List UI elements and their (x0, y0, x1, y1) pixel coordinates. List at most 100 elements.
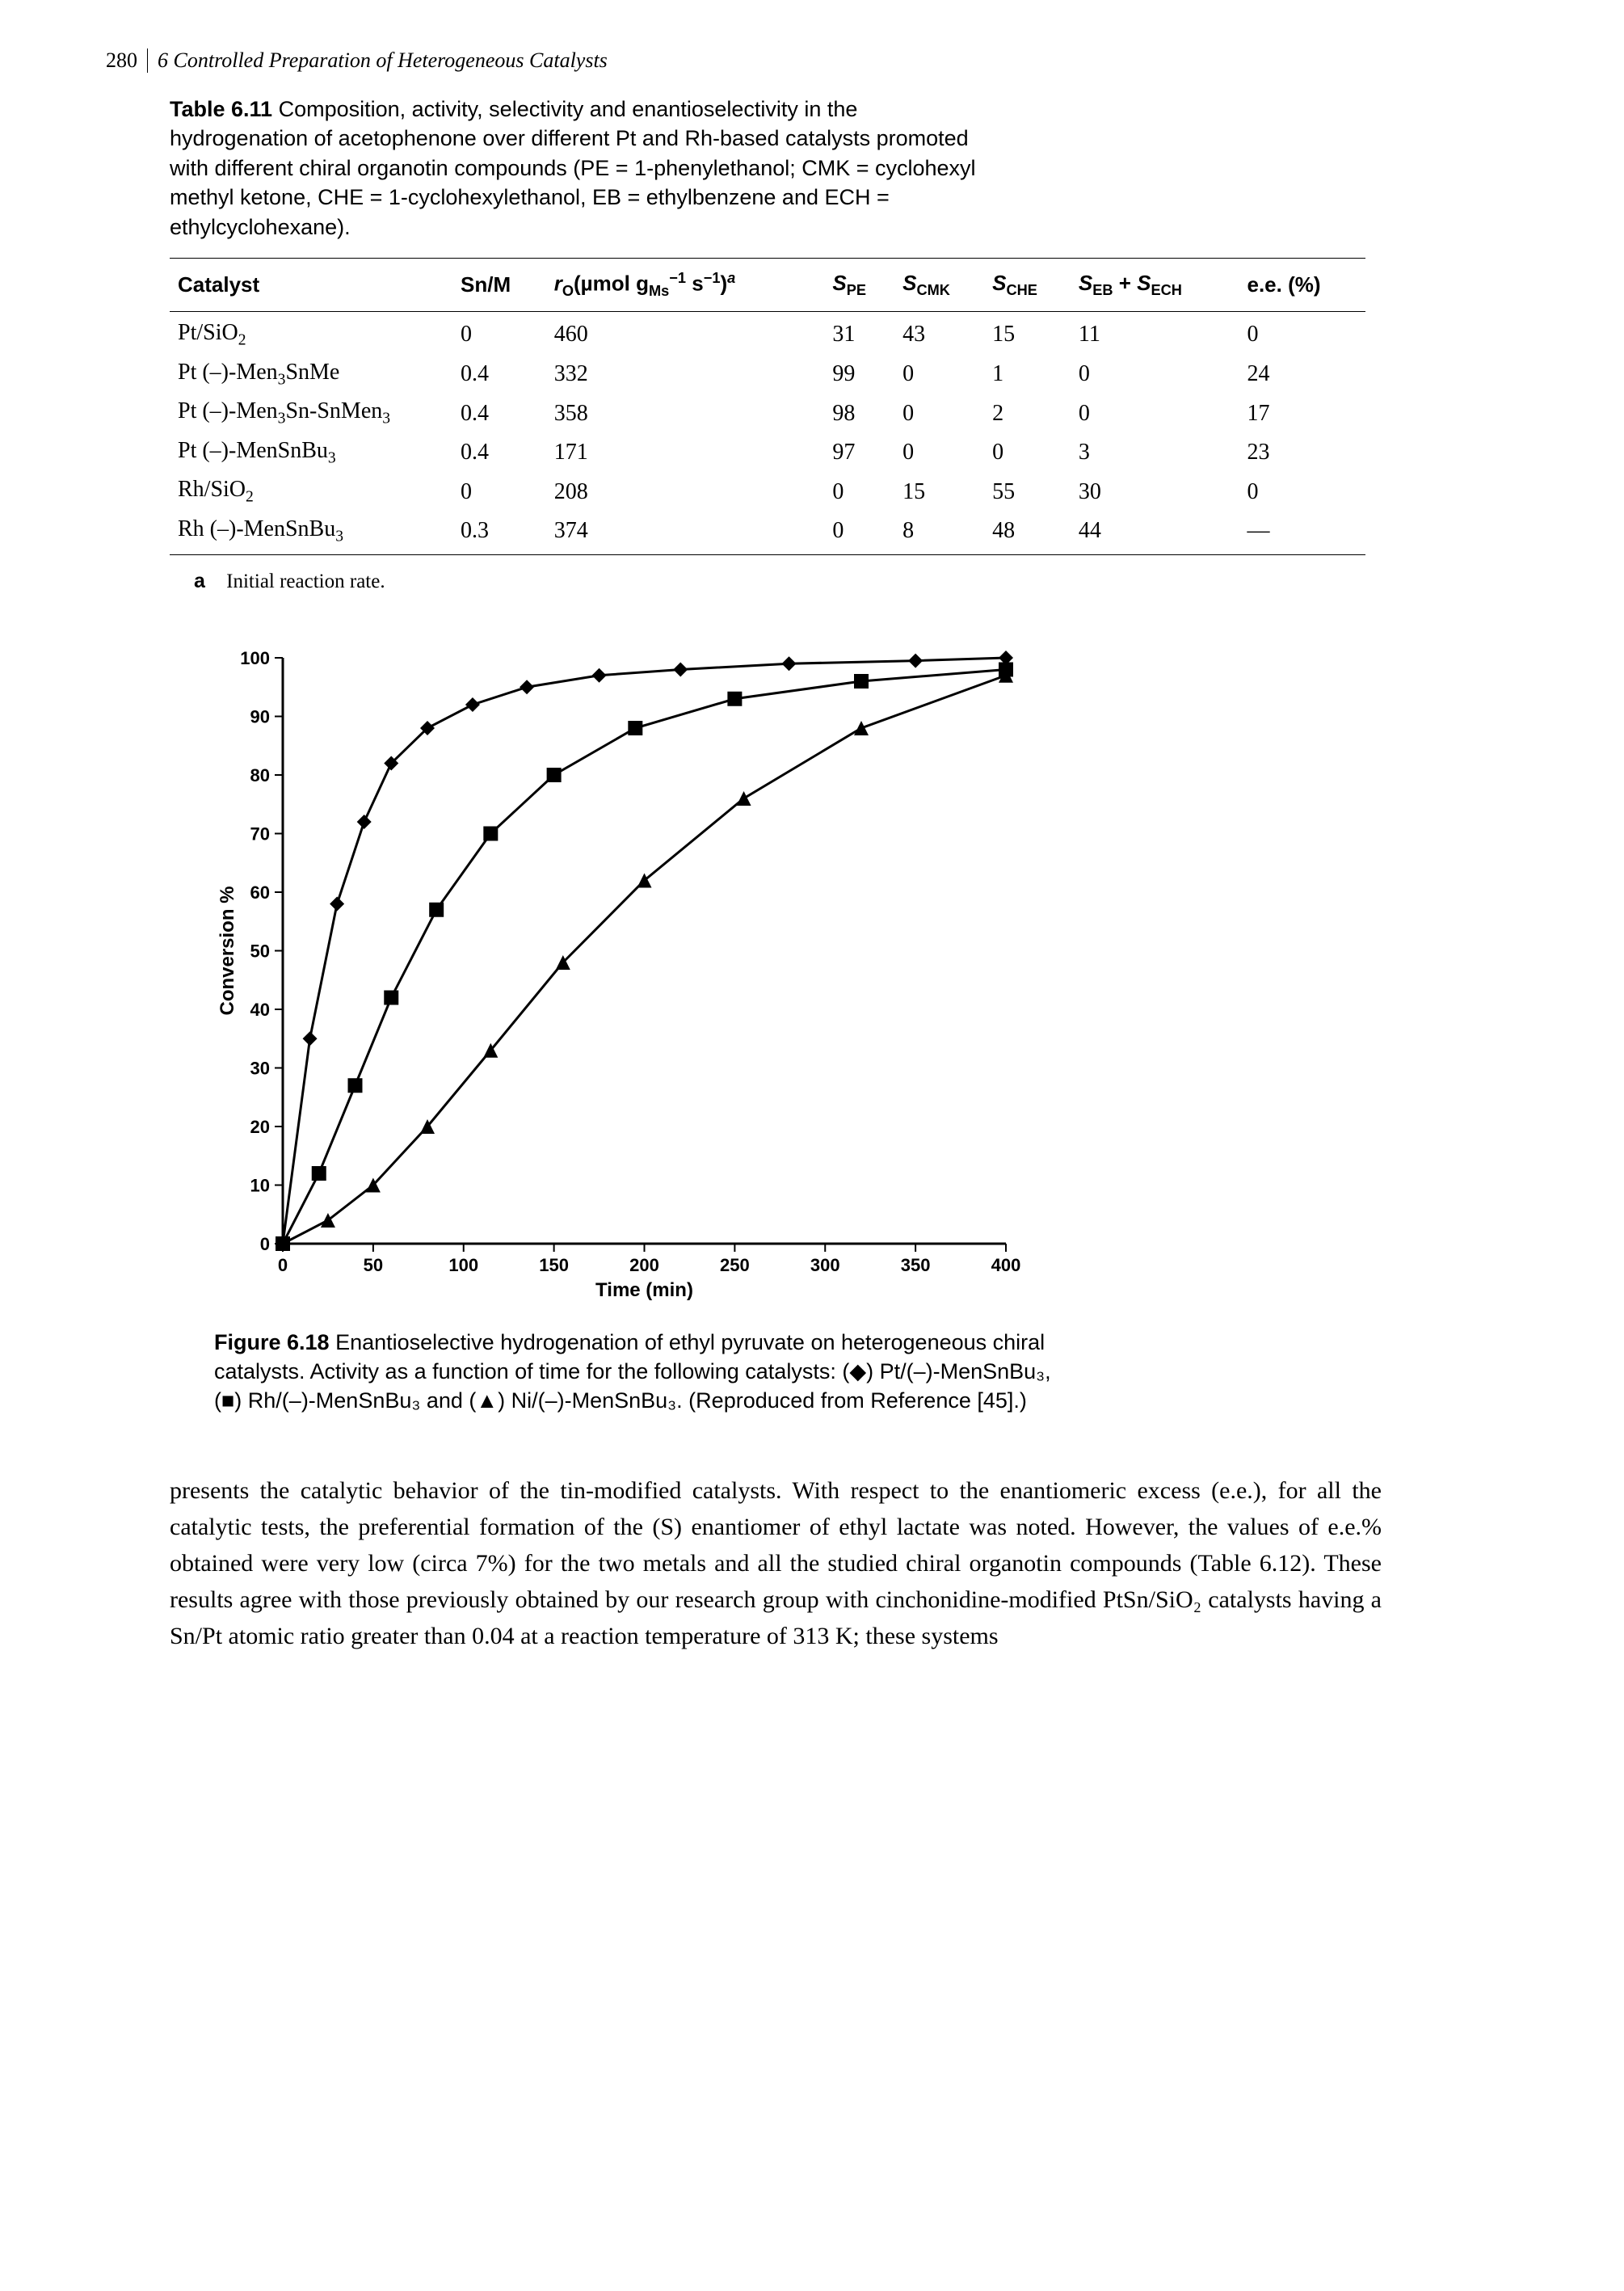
table-cell: 0 (894, 355, 984, 394)
figure-caption: Figure 6.18 Enantioselective hydrogenati… (214, 1328, 1062, 1416)
table-cell: 0 (1071, 355, 1239, 394)
table-cell: Pt (–)-Men3Sn-SnMen3 (170, 394, 452, 433)
footnote-text: Initial reaction rate. (226, 571, 385, 592)
table-cell: Pt (–)-Men3SnMe (170, 355, 452, 394)
table-cell: 97 (824, 433, 894, 473)
table-cell: — (1239, 512, 1366, 554)
table-cell: 332 (546, 355, 825, 394)
table-cell: 17 (1239, 394, 1366, 433)
table-cell: Pt (–)-MenSnBu3 (170, 433, 452, 473)
svg-text:70: 70 (250, 823, 270, 844)
column-header: Sn/M (452, 259, 546, 312)
svg-text:0: 0 (278, 1255, 288, 1275)
table-cell: 30 (1071, 472, 1239, 512)
svg-text:300: 300 (810, 1255, 840, 1275)
table-cell: 2 (984, 394, 1071, 433)
page-number: 280 (81, 48, 147, 73)
column-header: rO(µmol gMs−1 s−1)a (546, 259, 825, 312)
svg-text:200: 200 (629, 1255, 659, 1275)
table-row: Rh (–)-MenSnBu30.3374084844— (170, 512, 1365, 554)
page-content: Table 6.11 Composition, activity, select… (170, 95, 1382, 1654)
column-header: e.e. (%) (1239, 259, 1366, 312)
table-caption: Table 6.11 Composition, activity, select… (170, 95, 978, 242)
table-cell: 0.4 (452, 394, 546, 433)
table-cell: 98 (824, 394, 894, 433)
table-cell: 0.4 (452, 355, 546, 394)
svg-text:30: 30 (250, 1058, 270, 1078)
svg-text:20: 20 (250, 1117, 270, 1137)
table-cell: 0 (452, 312, 546, 355)
table-cell: 43 (894, 312, 984, 355)
figure-label: Figure 6.18 (214, 1330, 330, 1354)
table-cell: 31 (824, 312, 894, 355)
table-cell: 0 (984, 433, 1071, 473)
table-cell: 0 (1239, 312, 1366, 355)
table-cell: 24 (1239, 355, 1366, 394)
svg-text:80: 80 (250, 765, 270, 785)
table-footnote: a Initial reaction rate. (194, 570, 1382, 593)
svg-text:Time (min): Time (min) (595, 1279, 693, 1301)
column-header: SCMK (894, 259, 984, 312)
table-cell: 208 (546, 472, 825, 512)
table-cell: 11 (1071, 312, 1239, 355)
table-cell: Rh/SiO2 (170, 472, 452, 512)
table-6-11: CatalystSn/MrO(µmol gMs−1 s−1)aSPESCMKSC… (170, 258, 1365, 554)
svg-text:40: 40 (250, 1000, 270, 1020)
svg-text:10: 10 (250, 1175, 270, 1195)
table-cell: 0 (1071, 394, 1239, 433)
table-row: Pt (–)-Men3Sn-SnMen30.43589802017 (170, 394, 1365, 433)
table-row: Pt (–)-MenSnBu30.41719700323 (170, 433, 1365, 473)
table-cell: 460 (546, 312, 825, 355)
table-cell: 44 (1071, 512, 1239, 554)
svg-text:100: 100 (240, 648, 270, 668)
table-cell: 0 (894, 394, 984, 433)
table-cell: Pt/SiO2 (170, 312, 452, 355)
figure-6-18: 0102030405060708090100050100150200250300… (214, 642, 1382, 1416)
column-header: Catalyst (170, 259, 452, 312)
table-cell: 0 (452, 472, 546, 512)
svg-text:Conversion %: Conversion % (217, 886, 238, 1015)
chart-svg: 0102030405060708090100050100150200250300… (214, 642, 1022, 1304)
table-cell: 15 (894, 472, 984, 512)
table-cell: 171 (546, 433, 825, 473)
table-row: Rh/SiO2020801555300 (170, 472, 1365, 512)
running-head: 6 Controlled Preparation of Heterogeneou… (147, 48, 608, 73)
column-header: SEB + SECH (1071, 259, 1239, 312)
table-cell: 23 (1239, 433, 1366, 473)
svg-text:350: 350 (901, 1255, 931, 1275)
svg-text:50: 50 (250, 941, 270, 961)
table-cell: 55 (984, 472, 1071, 512)
running-header: 280 6 Controlled Preparation of Heteroge… (81, 48, 1527, 73)
table-cell: 99 (824, 355, 894, 394)
table-cell: 8 (894, 512, 984, 554)
column-header: SPE (824, 259, 894, 312)
svg-text:50: 50 (364, 1255, 383, 1275)
table-cell: 0 (824, 472, 894, 512)
table-cell: 48 (984, 512, 1071, 554)
table-cell: 374 (546, 512, 825, 554)
body-paragraph: presents the catalytic behavior of the t… (170, 1472, 1382, 1654)
table-label: Table 6.11 (170, 97, 272, 121)
table-cell: 0.3 (452, 512, 546, 554)
column-header: SCHE (984, 259, 1071, 312)
svg-text:60: 60 (250, 882, 270, 903)
table-cell: 0 (894, 433, 984, 473)
figure-caption-text: Enantioselective hydrogenation of ethyl … (214, 1330, 1051, 1413)
table-cell: 15 (984, 312, 1071, 355)
table-cell: 1 (984, 355, 1071, 394)
table-cell: 0 (824, 512, 894, 554)
table-cell: Rh (–)-MenSnBu3 (170, 512, 452, 554)
svg-text:150: 150 (539, 1255, 569, 1275)
table-cell: 0.4 (452, 433, 546, 473)
table-row: Pt/SiO20460314315110 (170, 312, 1365, 355)
table-cell: 358 (546, 394, 825, 433)
svg-text:100: 100 (448, 1255, 478, 1275)
svg-text:90: 90 (250, 706, 270, 726)
table-cell: 0 (1239, 472, 1366, 512)
footnote-label: a (194, 570, 205, 592)
table-cell: 3 (1071, 433, 1239, 473)
svg-text:400: 400 (991, 1255, 1021, 1275)
table-caption-text: Composition, activity, selectivity and e… (170, 97, 976, 239)
table-row: Pt (–)-Men3SnMe0.43329901024 (170, 355, 1365, 394)
svg-text:250: 250 (720, 1255, 750, 1275)
